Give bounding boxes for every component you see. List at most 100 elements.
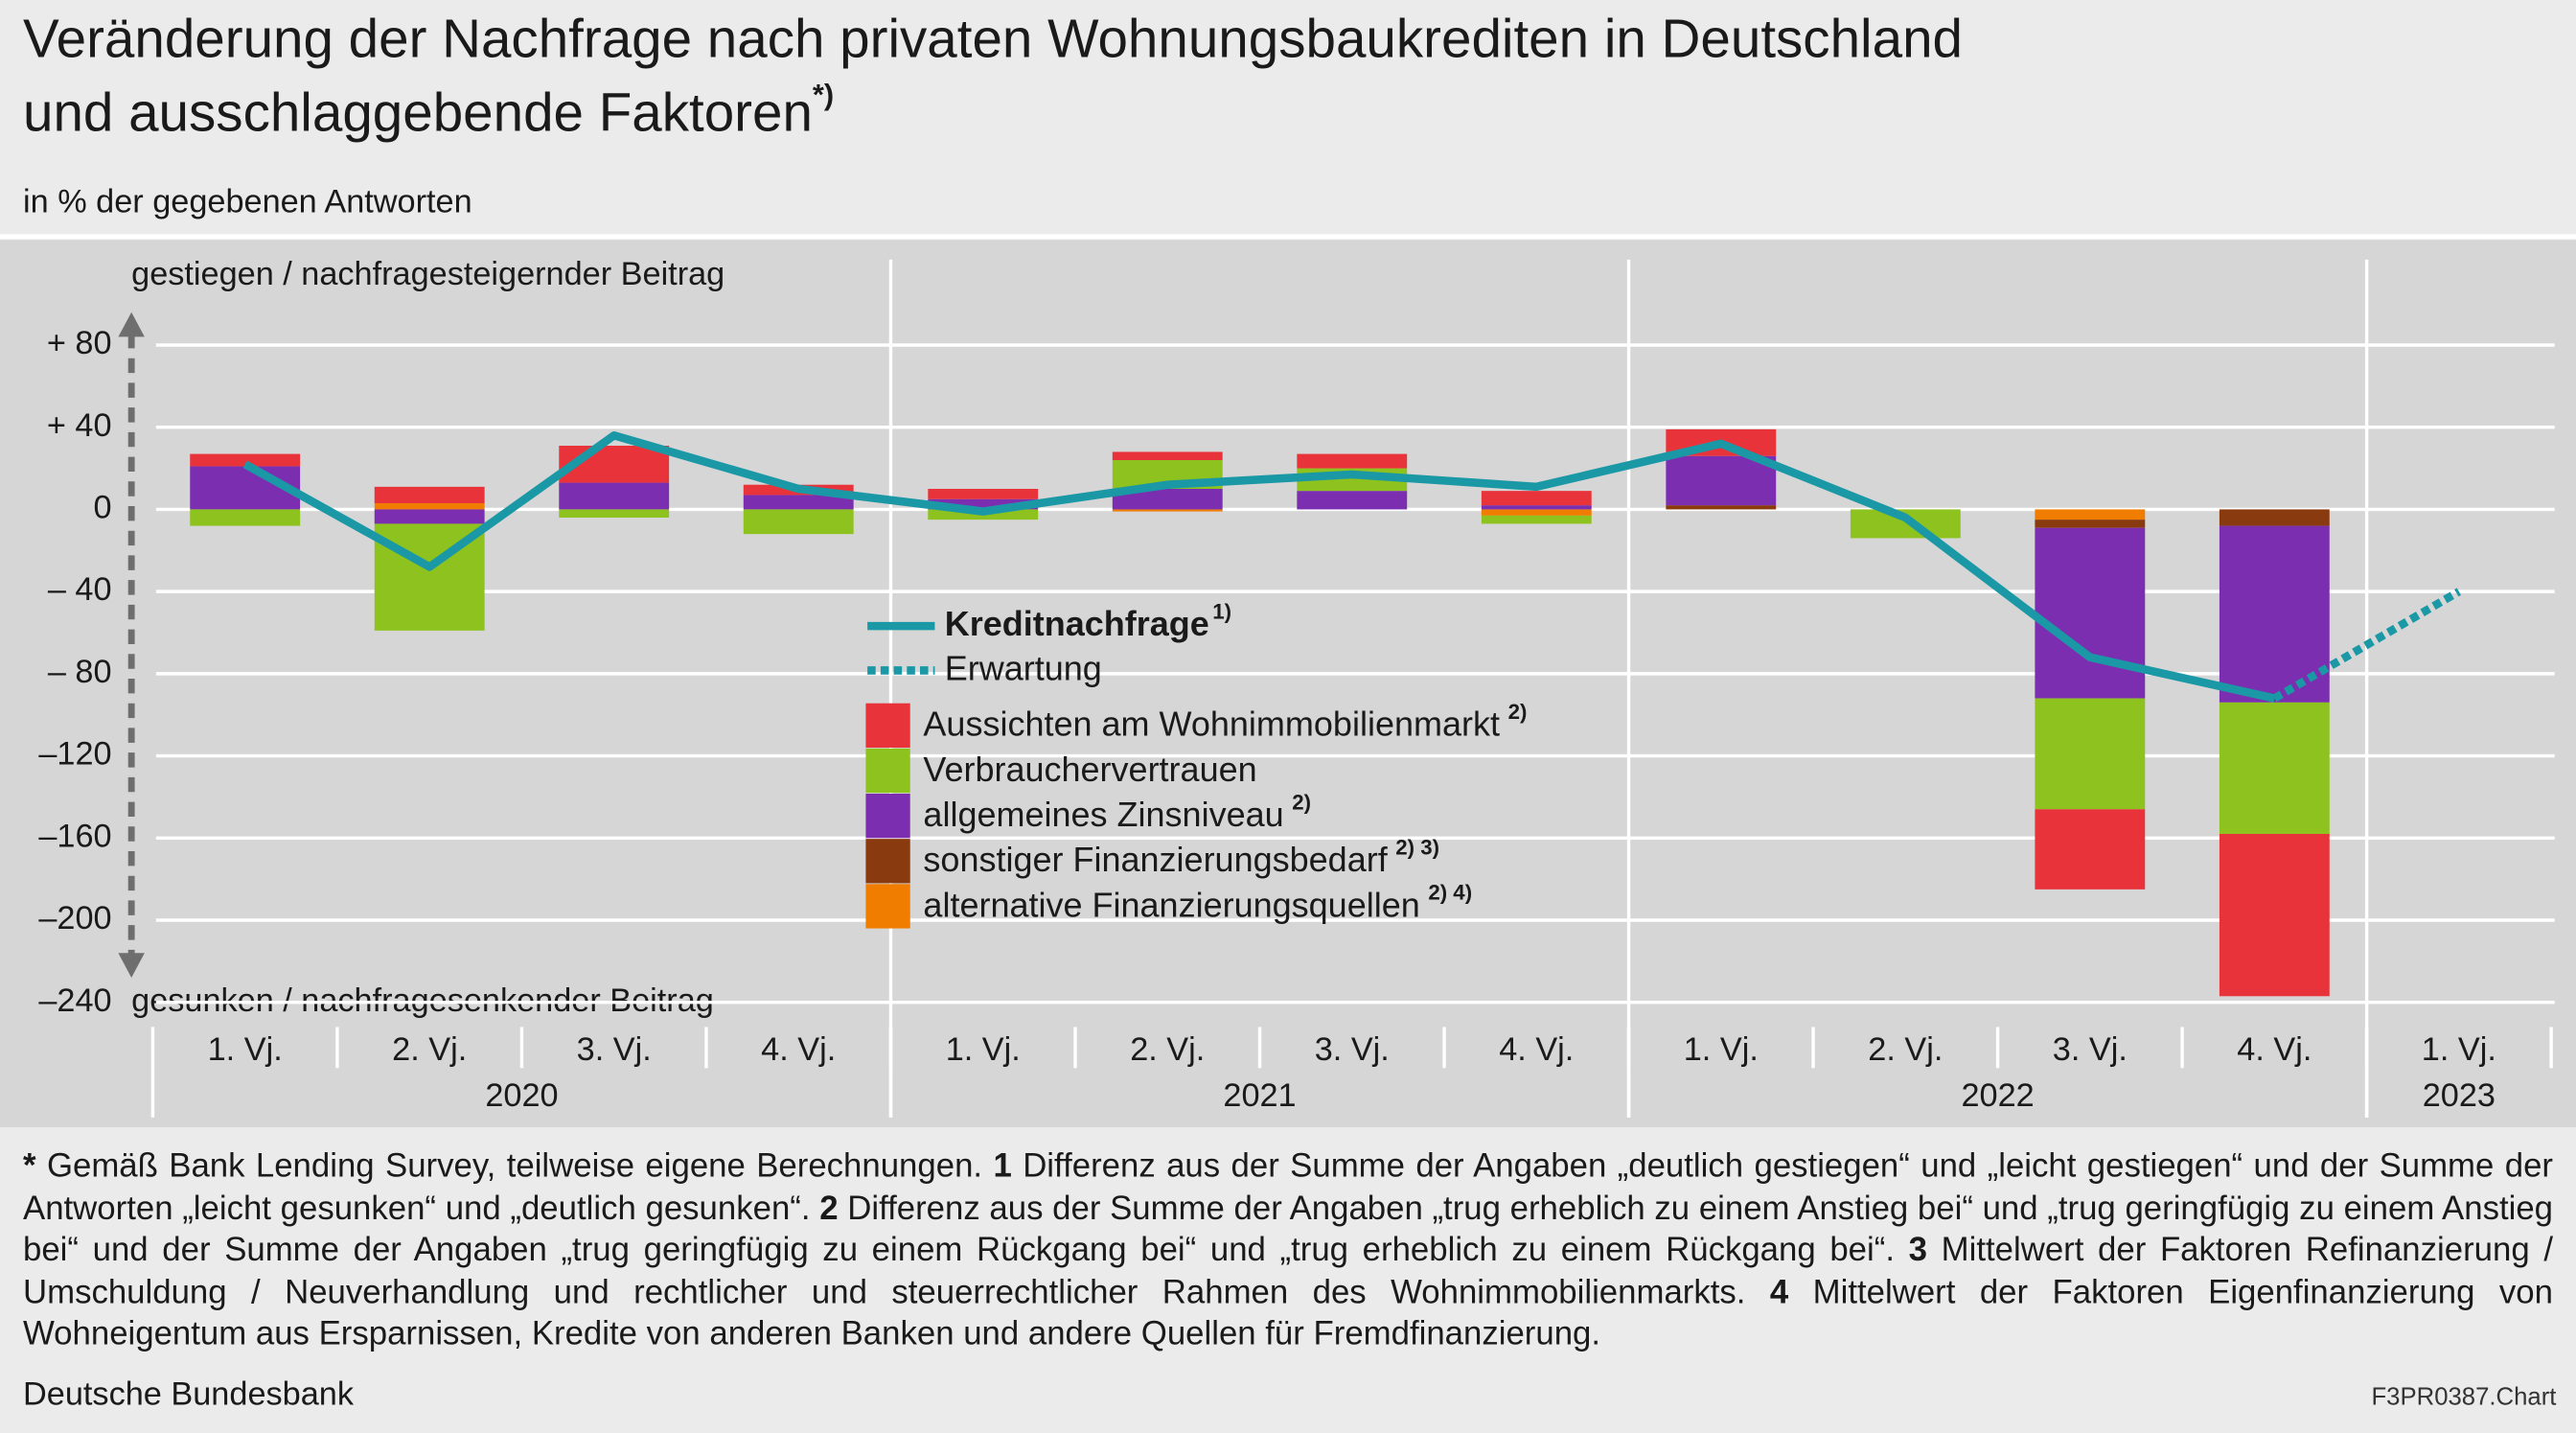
legend-swatch bbox=[865, 748, 910, 794]
x-tick-label: 1. Vj. bbox=[946, 1031, 1021, 1068]
y-tick-label: – 80 bbox=[48, 654, 112, 690]
x-tick-label: 4. Vj. bbox=[761, 1031, 836, 1068]
legend-note: 2) bbox=[1508, 700, 1528, 724]
footnote-text: Differenz aus der Summe der Angaben „deu… bbox=[23, 1148, 2554, 1227]
year-label: 2023 bbox=[2423, 1077, 2496, 1114]
footnote-marker: 2 bbox=[819, 1190, 839, 1227]
legend-swatch bbox=[865, 839, 910, 884]
y-label-top: gestiegen / nachfragesteigernder Beitrag bbox=[131, 256, 724, 292]
line-series bbox=[242, 431, 2276, 703]
legend-label: allgemeines Zinsniveau 2) bbox=[923, 790, 1311, 833]
x-tick-label: 3. Vj. bbox=[1315, 1031, 1390, 1068]
legend-swatch bbox=[865, 794, 910, 839]
footnote-marker: * bbox=[23, 1148, 36, 1186]
y-tick-label: 0 bbox=[94, 489, 112, 525]
bar-segment bbox=[190, 509, 301, 526]
x-tick-label: 1. Vj. bbox=[1684, 1031, 1759, 1068]
bar-segment bbox=[559, 482, 670, 510]
footnote-marker: 4 bbox=[1769, 1274, 1789, 1311]
footnote: * Gemäß Bank Lending Survey, teilweise e… bbox=[23, 1147, 2553, 1357]
legend-label: allgemeines Zinsniveau bbox=[923, 795, 1283, 834]
title-note: *) bbox=[813, 78, 834, 111]
bar-segment bbox=[1481, 491, 1592, 506]
legend-label: alternative Finanzierungsquellen 2) 4) bbox=[923, 880, 1472, 923]
bar-segment bbox=[1112, 451, 1223, 461]
legend-label: Aussichten am Wohnimmobilienmarkt 2) bbox=[923, 700, 1527, 743]
legend-label: Kreditnachfrage bbox=[945, 604, 1209, 643]
bar-segment bbox=[1666, 455, 1777, 506]
legend-swatch bbox=[865, 703, 910, 749]
bar-segment bbox=[190, 453, 301, 467]
bar-segment bbox=[374, 509, 485, 524]
source: Deutsche Bundesbank bbox=[23, 1376, 355, 1414]
legend-label: Aussichten am Wohnimmobilienmarkt bbox=[923, 704, 1500, 743]
legend-note: 2) 3) bbox=[1395, 835, 1439, 859]
chart-title: Veränderung der Nachfrage nach privaten … bbox=[23, 9, 1963, 69]
bar-segment bbox=[2219, 509, 2330, 526]
x-tick-label: 3. Vj. bbox=[577, 1031, 652, 1068]
legend-note: 2) bbox=[1292, 790, 1311, 814]
x-tick-label: 3. Vj. bbox=[2053, 1031, 2128, 1068]
subtitle: in % der gegebenen Antworten bbox=[23, 184, 472, 220]
legend-label: Verbrauchervertrauen bbox=[923, 749, 1256, 788]
bar-segment bbox=[2219, 702, 2330, 835]
footnote-marker: 3 bbox=[1908, 1233, 1927, 1269]
bar-segment bbox=[1481, 515, 1592, 524]
bar-segment bbox=[1112, 489, 1223, 510]
y-tick-label: + 40 bbox=[47, 407, 112, 444]
year-label: 2020 bbox=[485, 1077, 558, 1114]
footnote-marker: 1 bbox=[993, 1148, 1012, 1186]
bar-segment bbox=[1481, 505, 1592, 510]
y-tick-label: + 80 bbox=[47, 325, 112, 361]
plot-panel bbox=[0, 240, 2576, 1128]
line-series bbox=[2272, 588, 2462, 703]
bar-segment bbox=[743, 495, 854, 510]
bar-segment bbox=[2035, 527, 2146, 699]
x-tick-label: 2. Vj. bbox=[1868, 1031, 1943, 1068]
chart: Veränderung der Nachfrage nach privaten … bbox=[0, 9, 2576, 1128]
footnote-text: Mittelwert der Faktoren Refinanzierung /… bbox=[23, 1233, 2554, 1311]
legend-label: alternative Finanzierungsquellen bbox=[923, 885, 1419, 924]
year-label: 2022 bbox=[1961, 1077, 2034, 1114]
bar-segment bbox=[559, 509, 670, 519]
bar-segment bbox=[1112, 509, 1223, 512]
footnote-text: Gemäß Bank Lending Survey, teilweise eig… bbox=[35, 1148, 994, 1186]
bar-segment bbox=[374, 503, 485, 510]
x-tick-label: 4. Vj. bbox=[2237, 1031, 2312, 1068]
bar-segment bbox=[1666, 505, 1777, 510]
x-tick-label: 1. Vj. bbox=[2422, 1031, 2496, 1068]
legend-label: Erwartung bbox=[945, 648, 1102, 687]
bar-segment bbox=[928, 498, 1039, 510]
bar-segment bbox=[1297, 453, 1408, 469]
bar-segment bbox=[2035, 520, 2146, 528]
bar-segment bbox=[2219, 834, 2330, 997]
footnote-text: Differenz aus der Summe der Angaben „tru… bbox=[23, 1190, 2554, 1269]
y-tick-label: –160 bbox=[38, 818, 111, 854]
bar-segment bbox=[2035, 809, 2146, 890]
y-tick-label: – 40 bbox=[48, 571, 112, 608]
bar-segment bbox=[374, 486, 485, 504]
year-label: 2021 bbox=[1223, 1077, 1296, 1114]
y-tick-label: –240 bbox=[38, 982, 111, 1019]
legend-note: 2) 4) bbox=[1428, 880, 1472, 904]
legend-label: Verbrauchervertrauen bbox=[923, 749, 1256, 788]
bar-segment bbox=[1297, 491, 1408, 510]
chart-title: und ausschlaggebende Faktoren bbox=[23, 82, 813, 143]
chart-title: und ausschlaggebende Faktoren*) bbox=[23, 78, 834, 142]
legend-note: 1) bbox=[1212, 599, 1231, 623]
y-label-bottom: gesunken / nachfragesenkender Beitrag bbox=[131, 982, 714, 1019]
legend-label: sonstiger Finanzierungsbedarf bbox=[923, 840, 1388, 879]
x-tick-label: 2. Vj. bbox=[1130, 1031, 1205, 1068]
bar-segment bbox=[1481, 509, 1592, 516]
legend-label: Kreditnachfrage 1) bbox=[945, 599, 1231, 642]
bar-segment bbox=[743, 509, 854, 535]
x-tick-label: 1. Vj. bbox=[208, 1031, 283, 1068]
legend-label: sonstiger Finanzierungsbedarf 2) 3) bbox=[923, 835, 1439, 878]
x-tick-label: 2. Vj. bbox=[392, 1031, 467, 1068]
bar-segment bbox=[2035, 509, 2146, 520]
legend-label: Erwartung bbox=[945, 648, 1102, 687]
y-tick-label: –120 bbox=[38, 736, 111, 773]
bar-segment bbox=[928, 489, 1039, 499]
